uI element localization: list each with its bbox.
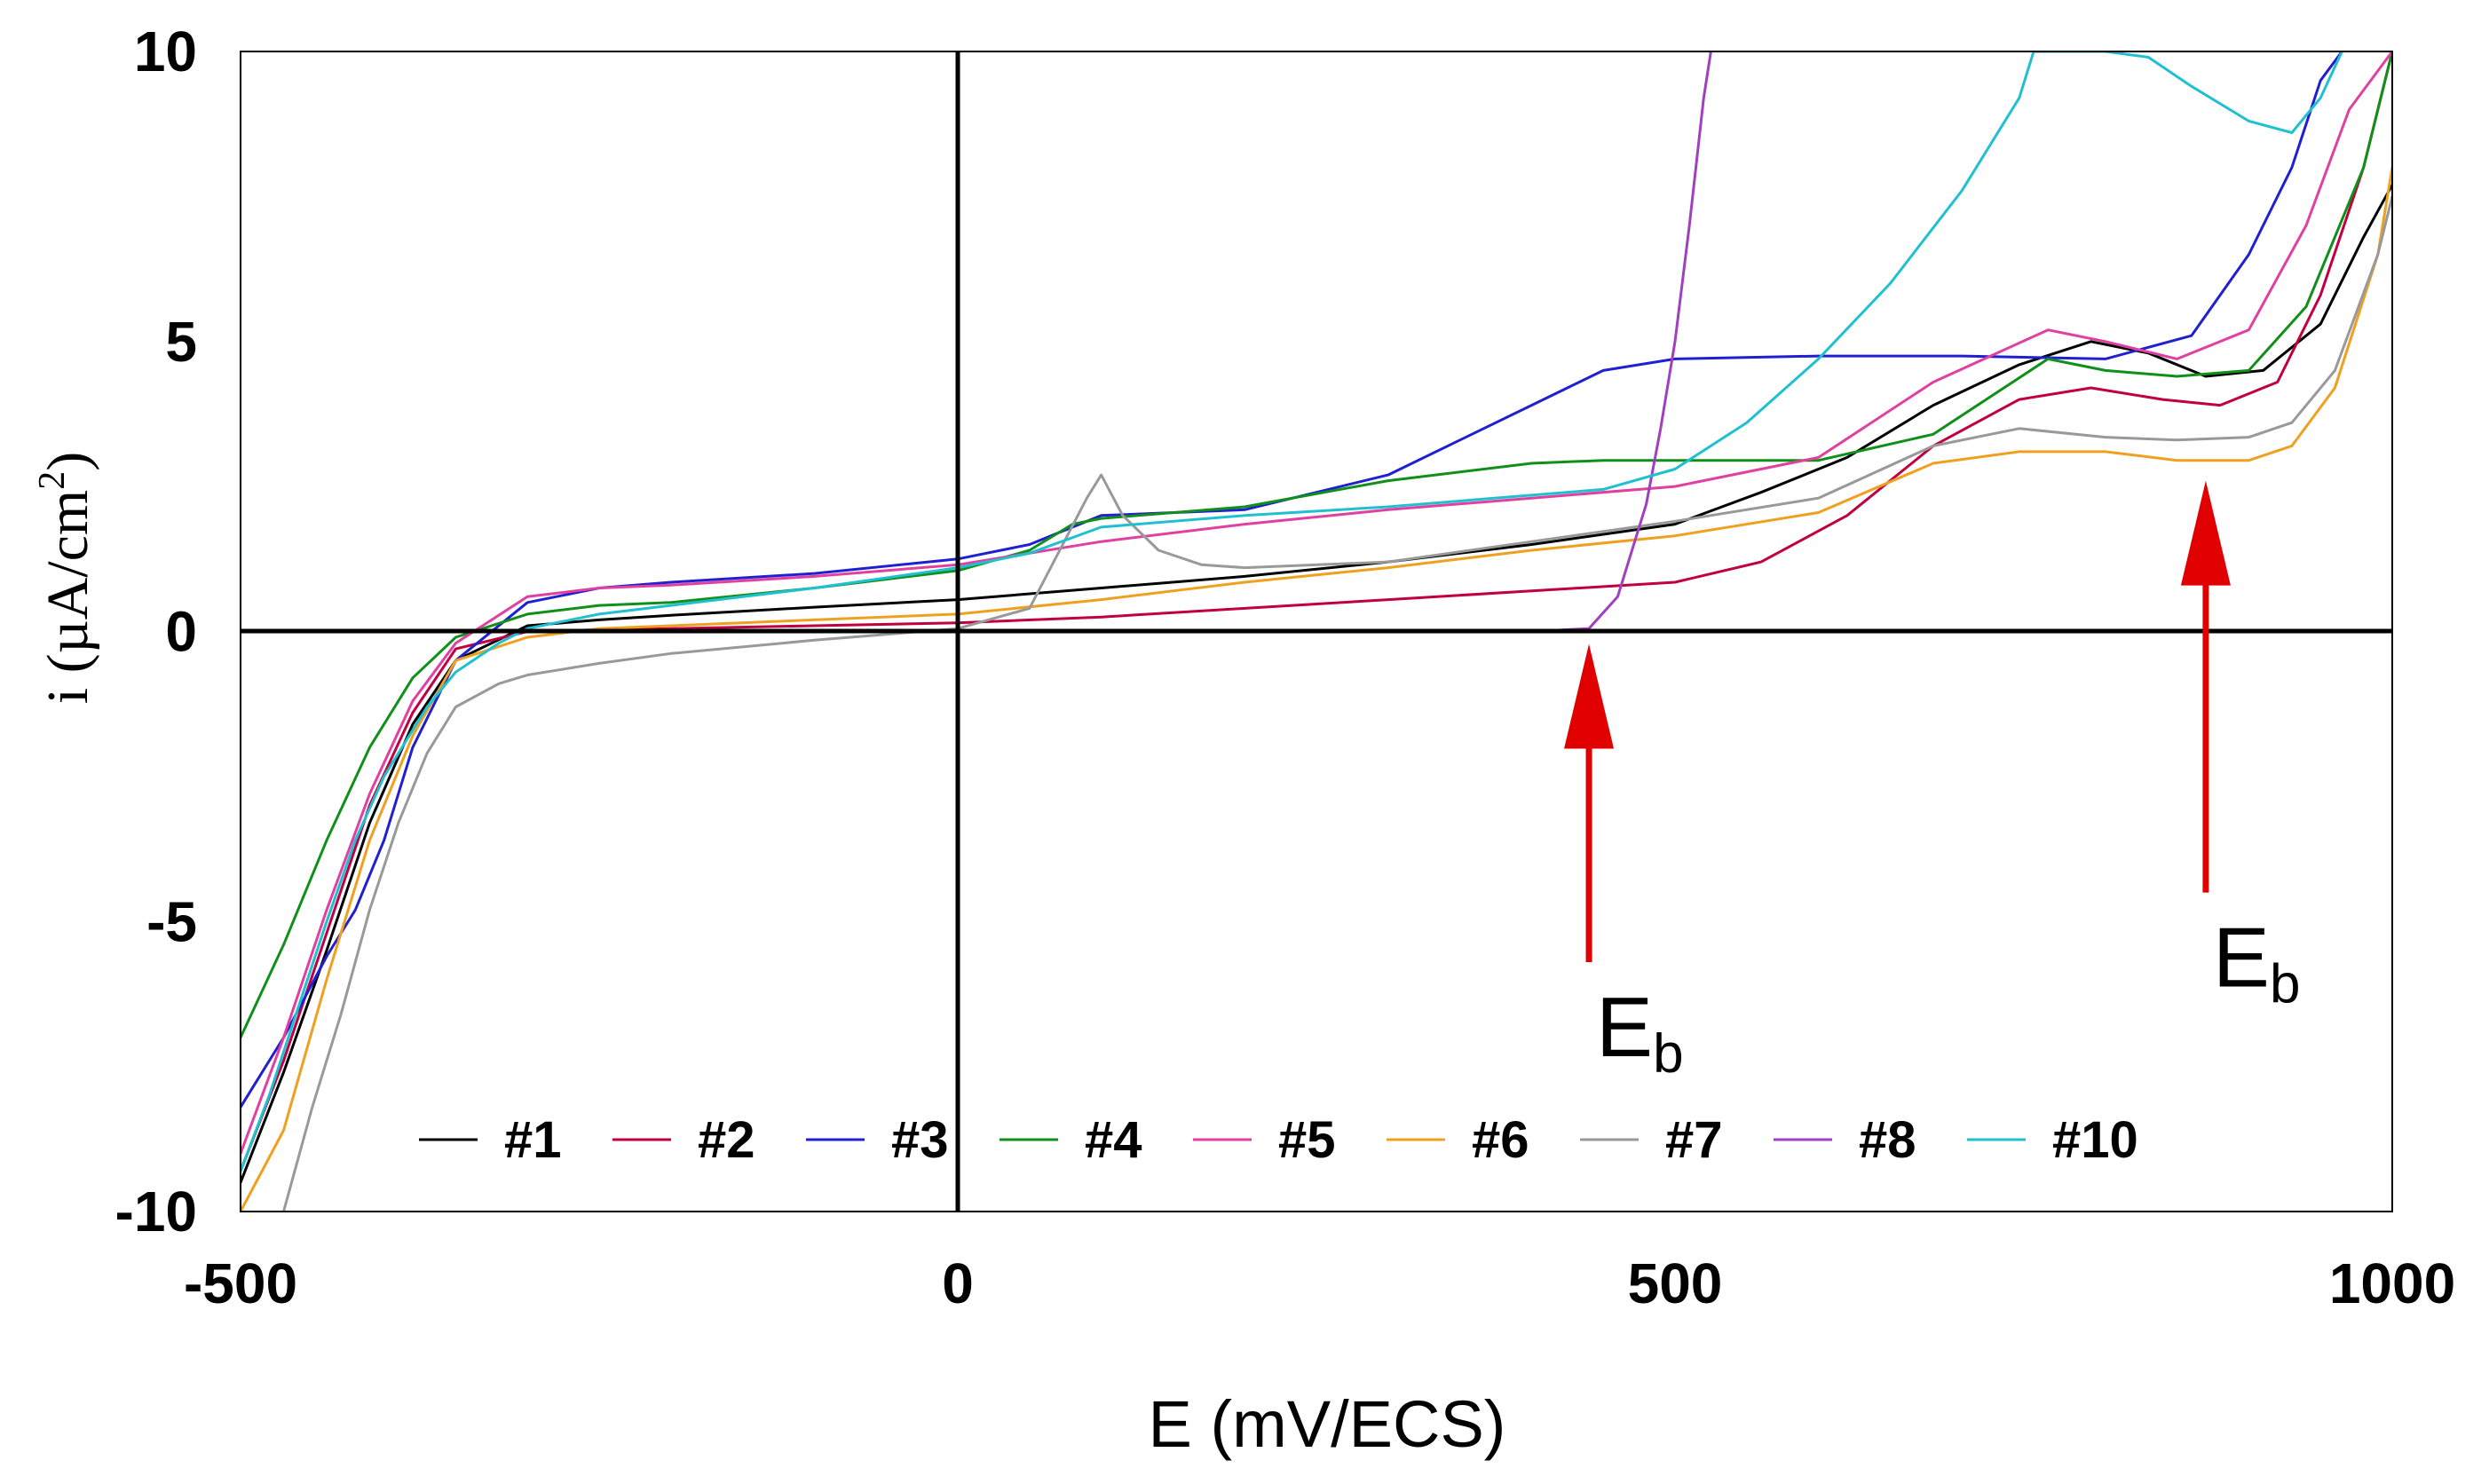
annotations: Eb Eb [1564, 480, 2301, 1085]
y-tick-label: 0 [165, 600, 197, 664]
y-axis-label: i (µA/cm2) [32, 452, 100, 704]
legend-label: #7 [1665, 1111, 1723, 1169]
annotation-label: Eb [1596, 980, 1684, 1085]
x-tick-label: 0 [942, 1251, 974, 1315]
legend-label: #6 [1472, 1111, 1529, 1169]
y-axis-label-superscript: 2 [32, 471, 73, 490]
series-line-4 [241, 51, 2392, 1039]
legend-label: #3 [891, 1111, 949, 1169]
y-axis-label-prefix: i (µA/cm [36, 490, 100, 704]
series-line-5 [241, 51, 2392, 1156]
x-axis-label: E (mV/ECS) [1149, 1387, 1506, 1461]
axes-layer [240, 51, 2393, 1212]
legend-label: #2 [698, 1111, 755, 1169]
series-line-7 [282, 194, 2392, 1212]
axis-labels: E (mV/ECS) i (µA/cm2) [32, 452, 1505, 1461]
annotation-arrow-head [2180, 480, 2231, 586]
annotation-arrow-head [1564, 643, 1615, 749]
legend-label: #5 [1278, 1111, 1336, 1169]
series-line-9 [241, 51, 2343, 1172]
y-tick-label: 5 [165, 310, 197, 374]
legend-label: #4 [1085, 1111, 1142, 1169]
x-tick-label: -500 [184, 1251, 297, 1315]
legend-label: #1 [504, 1111, 562, 1169]
series-layer [241, 51, 2392, 1212]
series-line-2 [241, 51, 2392, 1172]
y-tick-label: -5 [146, 889, 197, 953]
y-axis-label-suffix: ) [36, 452, 100, 471]
legend: #1 #2 #3 #4 #5 #6 #7 #8 #10 [419, 1111, 2138, 1169]
legend-label: #8 [1859, 1111, 1916, 1169]
x-tick-label: 1000 [2329, 1251, 2455, 1315]
x-tick-label: 500 [1628, 1251, 1723, 1315]
annotation-label: Eb [2213, 911, 2301, 1015]
series-line-8 [241, 51, 1712, 633]
legend-label: #10 [2052, 1111, 2138, 1169]
ticks-layer: -500 0 500 1000 -10 -5 0 5 10 [115, 20, 2456, 1315]
y-tick-label: 10 [134, 20, 197, 83]
series-line-3 [241, 51, 2343, 1109]
series-line-6 [241, 166, 2392, 1212]
y-tick-label: -10 [115, 1180, 198, 1243]
